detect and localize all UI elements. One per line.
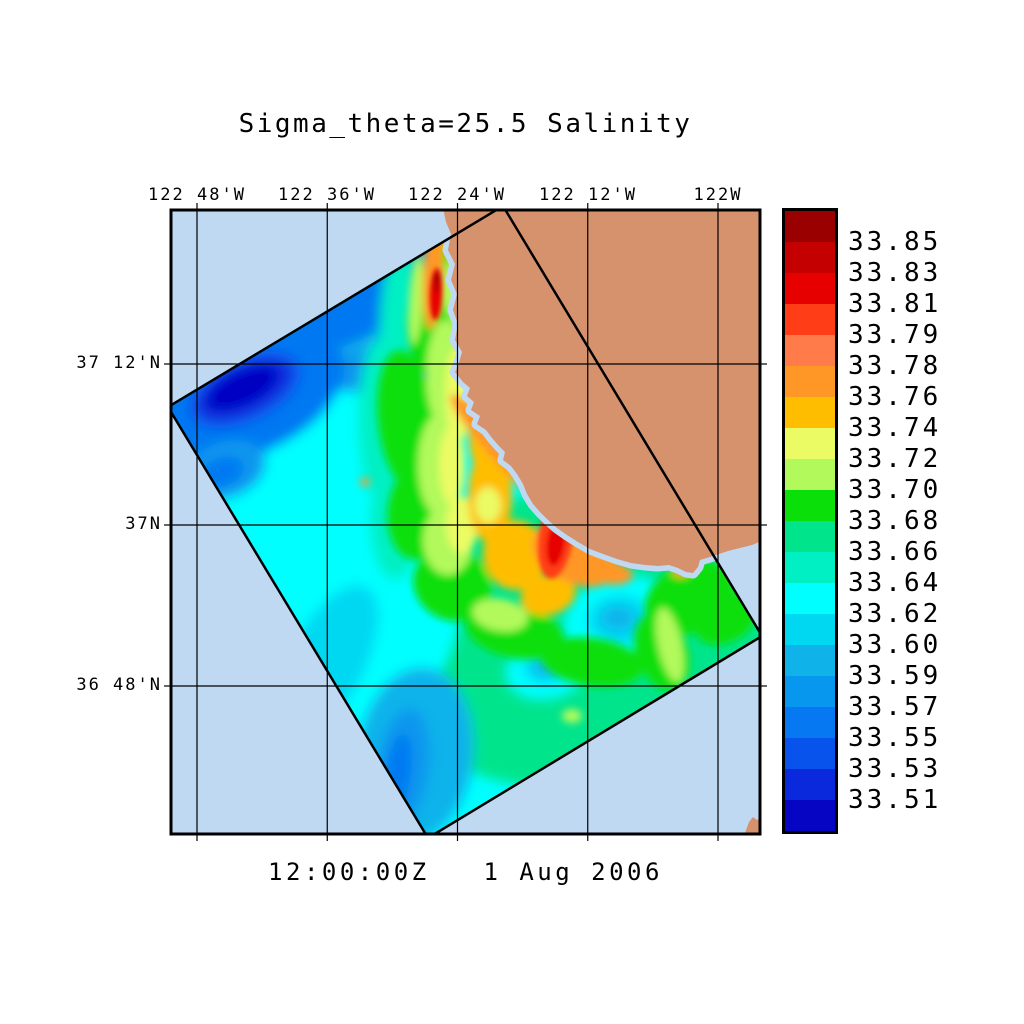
colorbar-tick-label: 33.74 bbox=[848, 413, 942, 443]
colorbar-tick-label: 33.78 bbox=[848, 351, 942, 381]
salinity-blob bbox=[583, 559, 633, 585]
colorbar-segment bbox=[785, 211, 835, 242]
colorbar-tick-label: 33.72 bbox=[848, 444, 942, 474]
lon-tick-label: 122W bbox=[693, 185, 743, 205]
colorbar-tick-label: 33.76 bbox=[848, 382, 942, 412]
map-frame bbox=[169, 208, 762, 836]
colorbar-tick-label: 33.81 bbox=[848, 289, 942, 319]
colorbar-segment bbox=[785, 304, 835, 335]
salinity-max-blob bbox=[434, 273, 440, 281]
colorbar-segment bbox=[785, 800, 835, 831]
colorbar-segment bbox=[785, 428, 835, 459]
colorbar-tick-label: 33.57 bbox=[848, 692, 942, 722]
salinity-blob bbox=[540, 637, 644, 687]
lat-tick-label: 37 12'N bbox=[76, 353, 162, 373]
land-polygon bbox=[443, 209, 761, 573]
colorbar-segment bbox=[785, 738, 835, 769]
lat-tick-label: 36 48'N bbox=[76, 675, 162, 695]
colorbar-tick-label: 33.53 bbox=[848, 754, 942, 784]
colorbar-segment bbox=[785, 397, 835, 428]
colorbar-segment bbox=[785, 676, 835, 707]
map-area bbox=[171, 209, 761, 835]
lon-tick-label: 122 48'W bbox=[148, 185, 246, 205]
timestamp-caption: 12:00:00Z 1 Aug 2006 bbox=[268, 858, 663, 886]
domain-outline bbox=[171, 209, 761, 835]
colorbar-segment bbox=[785, 552, 835, 583]
colorbar-segment bbox=[785, 707, 835, 738]
colorbar-segment bbox=[785, 583, 835, 614]
page-title: Sigma_theta=25.5 Salinity bbox=[238, 109, 693, 139]
salinity-blob bbox=[520, 574, 576, 616]
colorbar-segment bbox=[785, 645, 835, 676]
colorbar-segment bbox=[785, 490, 835, 521]
colorbar-tick-label: 33.83 bbox=[848, 258, 942, 288]
land-islet bbox=[744, 817, 761, 835]
colorbar-segment bbox=[785, 769, 835, 800]
salinity-blob bbox=[206, 365, 278, 411]
salinity-eddy bbox=[601, 606, 635, 630]
salinity-blob bbox=[472, 598, 528, 632]
colorbar-segment bbox=[785, 273, 835, 304]
salinity-blob bbox=[408, 255, 424, 345]
colorbar-tick-label: 33.85 bbox=[848, 227, 942, 257]
colorbar-segment bbox=[785, 335, 835, 366]
colorbar-tick-label: 33.59 bbox=[848, 661, 942, 691]
colorbar-tick-label: 33.51 bbox=[848, 785, 942, 815]
lon-tick-label: 122 12'W bbox=[539, 185, 637, 205]
lon-tick-label: 122 36'W bbox=[278, 185, 376, 205]
colorbar-tick-label: 33.60 bbox=[848, 630, 942, 660]
salinity-blob bbox=[655, 607, 685, 683]
salinity-blob bbox=[562, 709, 582, 723]
colorbar-tick-label: 33.62 bbox=[848, 599, 942, 629]
colorbar-tick-label: 33.70 bbox=[848, 475, 942, 505]
colorbar-segment bbox=[785, 242, 835, 273]
lat-tick-label: 37N bbox=[125, 514, 162, 534]
salinity-blob bbox=[475, 487, 501, 523]
colorbar-segment bbox=[785, 366, 835, 397]
colorbar-tick-label: 33.55 bbox=[848, 723, 942, 753]
colorbar-tick-label: 33.68 bbox=[848, 506, 942, 536]
salinity-blob bbox=[360, 478, 370, 486]
lon-tick-label: 122 24'W bbox=[408, 185, 506, 205]
colorbar-tick-label: 33.64 bbox=[848, 568, 942, 598]
colorbar-segment bbox=[785, 459, 835, 490]
colorbar-tick-label: 33.79 bbox=[848, 320, 942, 350]
grid-lines bbox=[171, 210, 760, 834]
salinity-blob bbox=[439, 425, 465, 505]
colorbar-segment bbox=[785, 614, 835, 645]
salinity-blob bbox=[482, 520, 548, 590]
colorbar bbox=[782, 208, 838, 834]
colorbar-tick-label: 33.66 bbox=[848, 537, 942, 567]
colorbar-segment bbox=[785, 521, 835, 552]
